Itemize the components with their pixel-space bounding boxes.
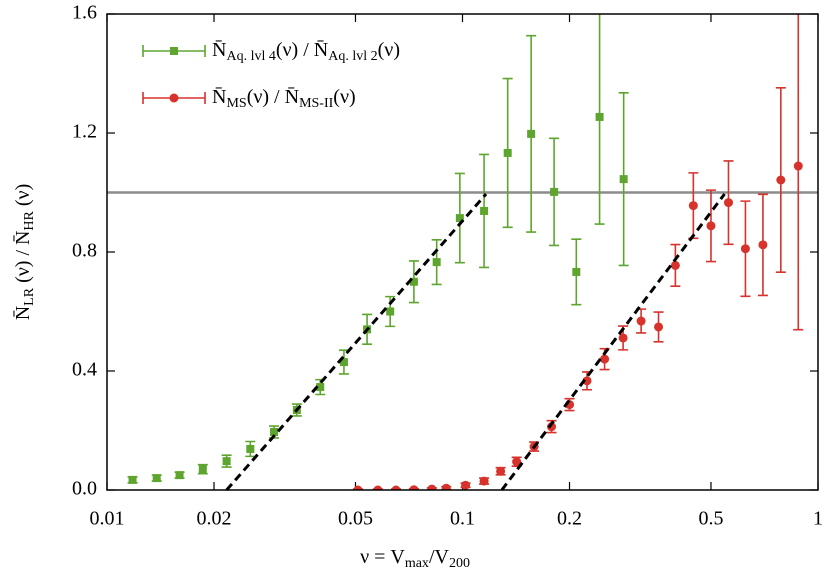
x-tick-label: 0.01	[90, 508, 125, 530]
point	[600, 354, 610, 364]
point	[670, 260, 680, 270]
point	[527, 129, 536, 138]
point	[619, 175, 628, 184]
x-axis-label: ν = Vmax/V200	[360, 546, 470, 572]
point	[547, 422, 557, 432]
point	[479, 476, 489, 486]
point	[373, 485, 383, 490]
legend-label: N̄MS(ν) / N̄MS-II(ν)	[212, 86, 356, 112]
point	[595, 112, 604, 121]
point	[198, 465, 207, 474]
point	[246, 444, 255, 453]
fit-line	[500, 193, 726, 491]
x-tick-label: 0.05	[338, 508, 373, 530]
y-tick-label: 0.4	[72, 359, 97, 381]
point	[152, 474, 161, 483]
point	[582, 376, 592, 386]
x-tick-label: 0.2	[557, 508, 582, 530]
point	[391, 485, 401, 490]
point	[572, 267, 581, 276]
point	[496, 466, 506, 476]
point	[222, 457, 231, 466]
fit-line	[225, 192, 488, 491]
point	[455, 214, 464, 223]
y-axis-label: N̄LR (ν) / N̄HR (ν)	[12, 184, 38, 321]
point	[550, 187, 559, 196]
point	[409, 277, 418, 286]
x-tick-label: 1	[813, 508, 823, 530]
y-tick-label: 1.2	[72, 121, 97, 143]
point	[441, 483, 451, 490]
point	[776, 175, 786, 185]
point	[636, 316, 646, 326]
y-tick-label: 0.0	[72, 478, 97, 500]
point	[618, 333, 628, 343]
point	[793, 161, 803, 171]
y-tick-label: 1.6	[72, 2, 97, 24]
legend-label: N̄Aq. lvl 4(ν) / N̄Aq. lvl 2(ν)	[212, 39, 400, 65]
point	[270, 427, 279, 436]
x-tick-label: 0.02	[197, 508, 232, 530]
point	[386, 307, 395, 316]
series	[352, 14, 804, 490]
series	[127, 14, 629, 484]
point	[503, 148, 512, 157]
point	[480, 206, 489, 215]
point	[353, 485, 363, 490]
legend-marker	[170, 47, 178, 55]
point	[128, 475, 137, 484]
point	[706, 221, 716, 231]
point	[461, 480, 471, 490]
point	[654, 322, 664, 332]
point	[740, 244, 750, 254]
point	[723, 198, 733, 208]
point	[432, 258, 441, 267]
point	[688, 201, 698, 211]
point	[316, 383, 325, 392]
x-tick-label: 0.1	[450, 508, 475, 530]
x-tick-label: 0.5	[698, 508, 723, 530]
y-tick-label: 0.8	[72, 240, 97, 262]
point	[175, 471, 184, 480]
plot-frame	[106, 13, 819, 491]
point	[339, 358, 348, 367]
point	[758, 240, 768, 250]
point	[427, 484, 437, 490]
point	[409, 485, 419, 490]
point	[512, 457, 522, 467]
legend-marker	[169, 93, 179, 103]
